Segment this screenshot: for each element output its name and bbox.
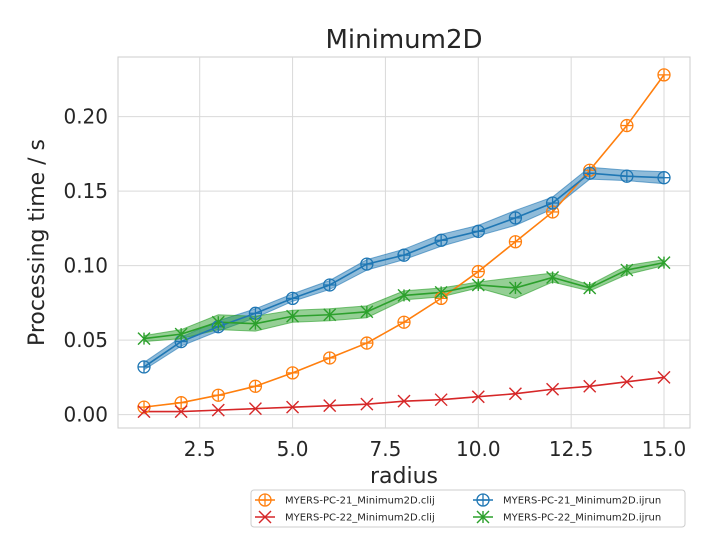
y-tick-label: 0.20 (63, 105, 108, 129)
point-myers-pc-21-minimum2d-ijrun (583, 166, 597, 180)
y-axis-title: Processing time / s (25, 139, 50, 346)
y-tick-label: 0.05 (63, 328, 108, 352)
point-myers-pc-22-minimum2d-clij (657, 370, 671, 384)
legend-entry-myers-pc-22-minimum2d-ijrun: MYERS-PC-22_Minimum2D.ijrun (473, 510, 661, 524)
point-myers-pc-22-minimum2d-ijrun (434, 285, 448, 299)
point-myers-pc-22-minimum2d-ijrun (620, 263, 634, 277)
point-myers-pc-22-minimum2d-ijrun (211, 315, 225, 329)
point-myers-pc-21-minimum2d-clij (508, 235, 523, 249)
point-myers-pc-21-minimum2d-ijrun (323, 278, 337, 292)
point-myers-pc-21-minimum2d-ijrun (360, 257, 374, 271)
x-tick-label: 15.0 (642, 437, 687, 461)
point-myers-pc-22-minimum2d-ijrun (471, 278, 485, 292)
legend-marker (476, 493, 490, 507)
legend-marker (258, 510, 272, 524)
point-myers-pc-22-minimum2d-clij (471, 390, 485, 404)
point-myers-pc-21-minimum2d-clij (211, 388, 225, 402)
point-myers-pc-22-minimum2d-ijrun (323, 308, 337, 322)
y-tick-label: 0.00 (63, 403, 108, 427)
point-myers-pc-22-minimum2d-ijrun (397, 288, 411, 302)
point-myers-pc-21-minimum2d-clij (360, 336, 374, 350)
legend-frame (250, 489, 686, 528)
legend-entry-myers-pc-21-minimum2d-clij: MYERS-PC-21_Minimum2D.clij (255, 493, 435, 507)
point-myers-pc-22-minimum2d-ijrun (286, 309, 300, 323)
legend-label: MYERS-PC-22_Minimum2D.clij (285, 513, 435, 524)
point-myers-pc-22-minimum2d-ijrun (546, 271, 560, 285)
point-myers-pc-21-minimum2d-ijrun (285, 291, 300, 306)
point-myers-pc-22-minimum2d-clij (434, 393, 448, 407)
point-myers-pc-21-minimum2d-ijrun (471, 224, 485, 238)
legend-marker (476, 510, 490, 524)
legend-entry-myers-pc-21-minimum2d-ijrun: MYERS-PC-21_Minimum2D.ijrun (473, 493, 661, 507)
x-tick-labels: 2.5 5.0 7.5 10.0 12.5 15.0 (184, 437, 686, 461)
point-myers-pc-21-minimum2d-ijrun (620, 169, 634, 183)
point-myers-pc-21-minimum2d-clij (248, 379, 263, 393)
point-myers-pc-21-minimum2d-clij (471, 264, 485, 279)
legend-marker (258, 493, 272, 507)
point-myers-pc-21-minimum2d-ijrun (137, 360, 151, 374)
y-tick-label: 0.15 (63, 179, 108, 203)
point-myers-pc-22-minimum2d-clij (137, 405, 151, 419)
point-myers-pc-21-minimum2d-ijrun (508, 211, 523, 225)
point-myers-pc-22-minimum2d-ijrun (174, 327, 188, 341)
point-myers-pc-22-minimum2d-clij (286, 400, 300, 414)
legend-label: MYERS-PC-22_Minimum2D.ijrun (503, 513, 661, 524)
point-myers-pc-21-minimum2d-clij (285, 366, 300, 380)
legend-entry-myers-pc-22-minimum2d-clij: MYERS-PC-22_Minimum2D.clij (255, 510, 435, 524)
point-myers-pc-22-minimum2d-ijrun (657, 256, 671, 270)
point-myers-pc-22-minimum2d-clij (211, 403, 225, 417)
point-myers-pc-22-minimum2d-ijrun (583, 281, 597, 295)
x-tick-label: 12.5 (549, 437, 594, 461)
point-myers-pc-21-minimum2d-clij (657, 68, 671, 82)
chart-legend: MYERS-PC-21_Minimum2D.clij MYERS-PC-22_Mi… (250, 489, 686, 528)
y-tick-label: 0.10 (63, 254, 108, 278)
point-myers-pc-21-minimum2d-ijrun (248, 306, 263, 320)
point-myers-pc-22-minimum2d-clij (583, 379, 597, 393)
x-tick-label: 10.0 (456, 437, 501, 461)
point-myers-pc-22-minimum2d-clij (620, 375, 634, 389)
point-myers-pc-22-minimum2d-ijrun (248, 317, 262, 331)
plot-area (117, 56, 691, 429)
x-tick-label: 7.5 (370, 437, 402, 461)
point-myers-pc-21-minimum2d-ijrun (434, 233, 448, 247)
point-myers-pc-21-minimum2d-clij (620, 118, 634, 133)
point-myers-pc-22-minimum2d-ijrun (137, 332, 151, 346)
y-tick-labels: 0.00 0.05 0.10 0.15 0.20 (63, 105, 108, 427)
point-myers-pc-22-minimum2d-clij (360, 397, 374, 411)
point-myers-pc-22-minimum2d-clij (248, 402, 262, 416)
x-axis-title: radius (370, 464, 438, 489)
point-myers-pc-22-minimum2d-ijrun (508, 281, 522, 295)
legend-label: MYERS-PC-21_Minimum2D.ijrun (503, 496, 661, 507)
x-tick-label: 2.5 (184, 437, 216, 461)
point-myers-pc-21-minimum2d-clij (323, 351, 337, 365)
point-myers-pc-21-minimum2d-ijrun (397, 248, 411, 262)
x-tick-label: 5.0 (277, 437, 309, 461)
point-myers-pc-21-minimum2d-ijrun (657, 171, 671, 185)
point-myers-pc-22-minimum2d-clij (174, 405, 188, 419)
point-myers-pc-22-minimum2d-clij (546, 382, 560, 396)
chart-title: Minimum2D (325, 25, 482, 55)
point-myers-pc-22-minimum2d-ijrun (360, 305, 374, 319)
point-myers-pc-21-minimum2d-clij (174, 396, 188, 410)
point-myers-pc-22-minimum2d-clij (397, 394, 411, 408)
legend-label: MYERS-PC-21_Minimum2D.clij (285, 496, 435, 507)
point-myers-pc-22-minimum2d-clij (508, 387, 522, 401)
point-myers-pc-21-minimum2d-ijrun (545, 196, 560, 210)
point-myers-pc-22-minimum2d-clij (323, 399, 337, 413)
point-myers-pc-21-minimum2d-clij (397, 315, 411, 329)
series-markers (137, 68, 671, 419)
